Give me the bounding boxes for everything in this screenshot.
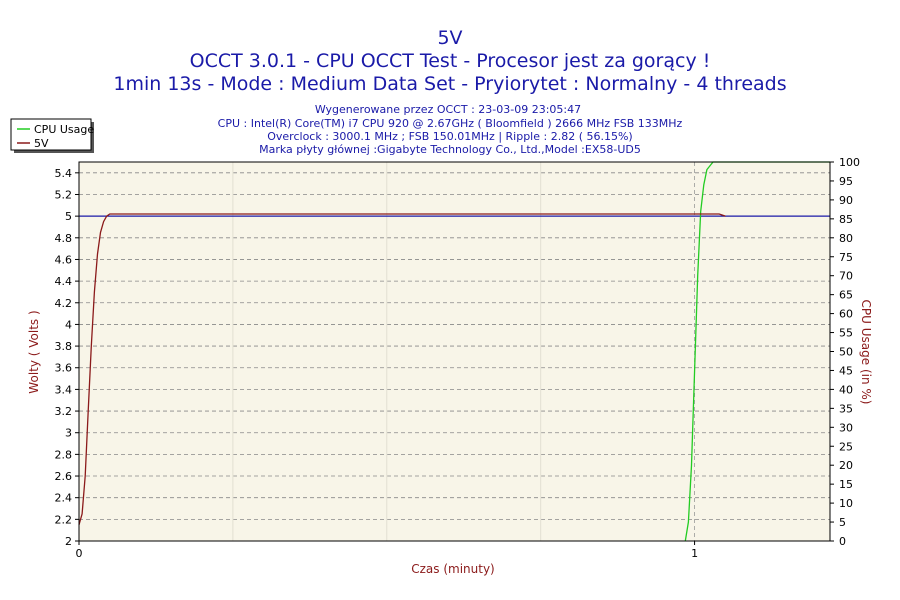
legend-label-cpu-usage: CPU Usage — [34, 123, 94, 136]
tick-label-left: 4.6 — [55, 253, 73, 266]
plot-area — [79, 162, 830, 541]
tick-label-right: 25 — [839, 440, 853, 453]
y-axis-left-label: Wolty ( Volts ) — [27, 310, 41, 393]
tick-label-left: 5.2 — [55, 188, 73, 201]
tick-label-right: 0 — [839, 535, 846, 548]
x-axis-label: Czas (minuty) — [411, 562, 495, 576]
tick-label-right: 30 — [839, 421, 853, 434]
chart-title: 5V — [437, 27, 462, 49]
tick-label-x: 1 — [691, 547, 698, 560]
tick-label-right: 10 — [839, 497, 853, 510]
tick-label-right: 40 — [839, 383, 853, 396]
left-axis-ticks: 2 2.2 2.4 2.6 2.8 3 3.2 3.4 3.6 3.8 4 4.2 4.4 4.6 4.8 5… — [55, 167, 79, 548]
tick-label-right: 70 — [839, 270, 853, 283]
tick-label-right: 35 — [839, 402, 853, 415]
tick-label-right: 45 — [839, 364, 853, 377]
tick-label-x: 0 — [76, 547, 83, 560]
tick-label-right: 50 — [839, 346, 853, 359]
tick-label-right: 90 — [839, 194, 853, 207]
tick-label-right: 85 — [839, 213, 853, 226]
y-axis-right-label: CPU Usage (in %) — [859, 300, 873, 405]
tick-label-left: 4 — [65, 318, 72, 331]
series-line-5v — [78, 213, 726, 525]
tick-label-left: 4.4 — [55, 275, 73, 288]
tick-label-left: 2.2 — [55, 513, 73, 526]
tick-label-left: 3 — [65, 427, 72, 440]
legend-label-5v: 5V — [34, 137, 49, 150]
tick-label-left: 3.2 — [55, 405, 73, 418]
tick-label-left: 3.8 — [55, 340, 73, 353]
tick-label-left: 3.6 — [55, 362, 73, 375]
tick-label-left: 5 — [65, 210, 72, 223]
tick-label-right: 75 — [839, 251, 853, 264]
legend-box — [10, 118, 92, 151]
right-axis-ticks: 0 5 10 15 20 25 30 35 40 45 50 55 60 65 70 75 80 85 90 95 10… — [830, 156, 860, 548]
info-generated: Wygenerowane przez OCCT : 23-03-09 23:05… — [315, 103, 581, 116]
tick-label-left: 4.2 — [55, 297, 73, 310]
grid — [79, 162, 830, 541]
tick-label-left: 2.8 — [55, 448, 73, 461]
tick-label-right: 20 — [839, 459, 853, 472]
info-motherboard: Marka płyty głównej :Gigabyte Technology… — [259, 143, 641, 156]
tick-label-left: 2 — [65, 535, 72, 548]
tick-label-right: 100 — [839, 156, 860, 169]
tick-label-left: 2.4 — [55, 492, 73, 505]
tick-label-left: 3.4 — [55, 383, 73, 396]
chart-subtitle-2: 1min 13s - Mode : Medium Data Set - Pryi… — [113, 73, 786, 95]
tick-label-right: 55 — [839, 327, 853, 340]
tick-label-right: 60 — [839, 308, 853, 321]
tick-label-right: 95 — [839, 175, 853, 188]
tick-label-left: 4.8 — [55, 232, 73, 245]
tick-label-right: 15 — [839, 478, 853, 491]
legend: CPU Usage 5V — [10, 118, 94, 153]
chart-subtitle-1: OCCT 3.0.1 - CPU OCCT Test - Procesor je… — [190, 50, 711, 72]
tick-label-left: 5.4 — [55, 167, 73, 180]
info-overclock: Overclock : 3000.1 MHz ; FSB 150.01MHz |… — [267, 130, 632, 143]
tick-label-left: 2.6 — [55, 470, 73, 483]
tick-label-right: 65 — [839, 289, 853, 302]
info-cpu: CPU : Intel(R) Core(TM) i7 CPU 920 @ 2.6… — [218, 117, 683, 130]
tick-label-right: 80 — [839, 232, 853, 245]
tick-label-right: 5 — [839, 516, 846, 529]
